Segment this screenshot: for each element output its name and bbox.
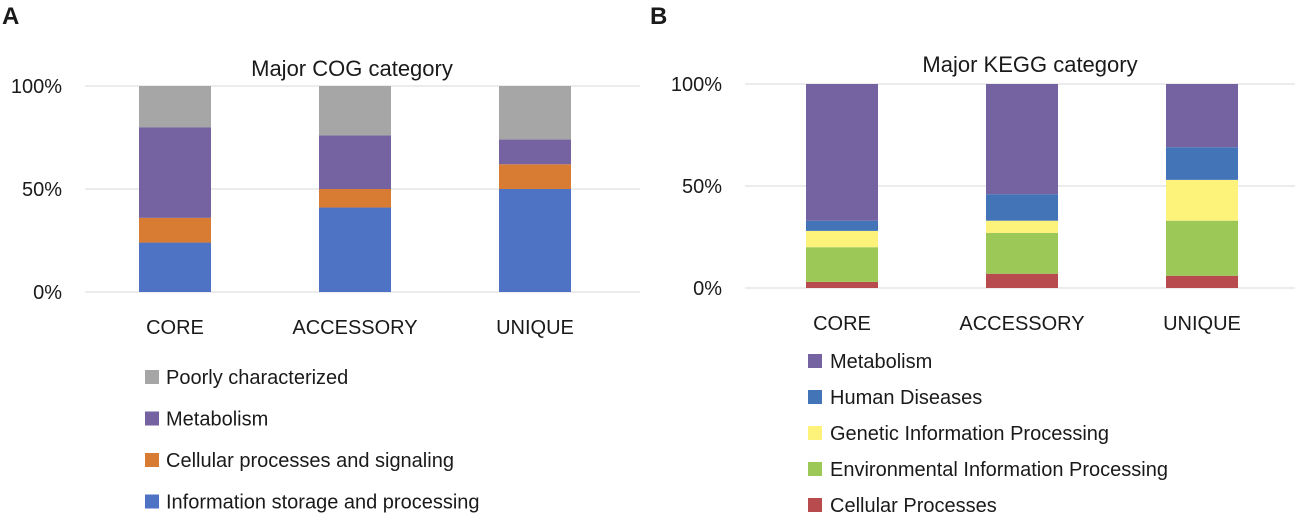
category-label-accessory: ACCESSORY <box>292 317 417 339</box>
category-label-core: CORE <box>813 313 871 335</box>
bar-segment-core-genetic-information-processing <box>806 230 878 248</box>
bar-segment-unique-cellular-processes <box>1166 275 1238 288</box>
legend-label-metabolism: Metabolism <box>166 409 268 431</box>
bar-segment-accessory-metabolism <box>986 84 1058 195</box>
category-label-accessory: ACCESSORY <box>959 313 1084 335</box>
bar-segment-unique-poorly-characterized <box>499 86 571 140</box>
bar-segment-accessory-genetic-information-processing <box>986 220 1058 233</box>
bar-segment-unique-genetic-information-processing <box>1166 179 1238 221</box>
bar-segment-unique-environmental-information-processing <box>1166 220 1238 276</box>
bar-segment-accessory-cellular-processes <box>986 273 1058 288</box>
bar-segment-core-metabolism <box>139 127 211 218</box>
category-label-unique: UNIQUE <box>496 317 574 339</box>
legend-label-cellular-processes-and-signaling: Cellular processes and signaling <box>166 450 454 472</box>
panel-b-letter: B <box>650 3 667 30</box>
bar-segment-core-environmental-information-processing <box>806 247 878 282</box>
bar-segment-core-human-diseases <box>806 220 878 231</box>
legend-label-human-diseases: Human Diseases <box>830 387 982 409</box>
y-tick-label: 50% <box>682 176 722 198</box>
legend-swatch-human-diseases <box>808 390 822 404</box>
bar-segment-accessory-cellular-processes-and-signaling <box>319 189 391 208</box>
legend-swatch-cellular-processes <box>808 498 822 512</box>
legend-label-environmental-information-processing: Environmental Information Processing <box>830 459 1168 481</box>
bar-segment-unique-information-storage-and-processing <box>499 189 571 292</box>
bar-segment-accessory-environmental-information-processing <box>986 232 1058 274</box>
y-tick-label: 0% <box>33 282 62 304</box>
kegg-chart: Major KEGG category 0% 50% 100% CORE ACCESSOR… <box>671 52 1295 517</box>
chart-title: Major COG category <box>251 56 453 81</box>
category-label-unique: UNIQUE <box>1163 313 1241 335</box>
legend-swatch-environmental-information-processing <box>808 462 822 476</box>
legend-swatch-cellular-processes-and-signaling <box>145 453 159 467</box>
bar-segment-unique-human-diseases <box>1166 147 1238 180</box>
legend-swatch-metabolism <box>145 411 159 426</box>
legend-label-metabolism: Metabolism <box>830 351 932 373</box>
bar-segment-accessory-information-storage-and-processing <box>319 207 391 292</box>
y-tick-label: 100% <box>11 76 62 98</box>
legend-swatch-poorly-characterized <box>145 370 159 384</box>
chart-title: Major KEGG category <box>922 52 1137 77</box>
y-tick-label: 100% <box>671 74 722 96</box>
panel-a-letter: A <box>2 3 19 30</box>
y-tick-label: 0% <box>693 278 722 300</box>
bar-segment-unique-cellular-processes-and-signaling <box>499 164 571 189</box>
bar-segment-core-information-storage-and-processing <box>139 242 211 292</box>
bar-segment-core-metabolism <box>806 84 878 221</box>
category-label-core: CORE <box>146 317 204 339</box>
bar-segment-unique-metabolism <box>1166 84 1238 148</box>
legend-label-information-storage-and-processing: Information storage and processing <box>166 492 480 514</box>
bar-segment-accessory-metabolism <box>319 135 391 189</box>
bar-segment-accessory-human-diseases <box>986 194 1058 221</box>
bar-segment-core-poorly-characterized <box>139 86 211 128</box>
bar-segment-accessory-poorly-characterized <box>319 86 391 136</box>
cog-chart: Major COG category 0% 50% 100% CORE ACCESSORY… <box>11 56 640 514</box>
bar-segment-core-cellular-processes-and-signaling <box>139 217 211 243</box>
legend-label-genetic-information-processing: Genetic Information Processing <box>830 423 1109 445</box>
legend-swatch-genetic-information-processing <box>808 426 822 440</box>
bar-segment-unique-metabolism <box>499 139 571 165</box>
legend-swatch-metabolism <box>808 354 822 368</box>
legend-label-cellular-processes: Cellular Processes <box>830 495 997 517</box>
bar-segment-core-cellular-processes <box>806 281 878 288</box>
y-tick-label: 50% <box>22 179 62 201</box>
legend-label-poorly-characterized: Poorly characterized <box>166 367 348 389</box>
legend-swatch-information-storage-and-processing <box>145 494 159 509</box>
